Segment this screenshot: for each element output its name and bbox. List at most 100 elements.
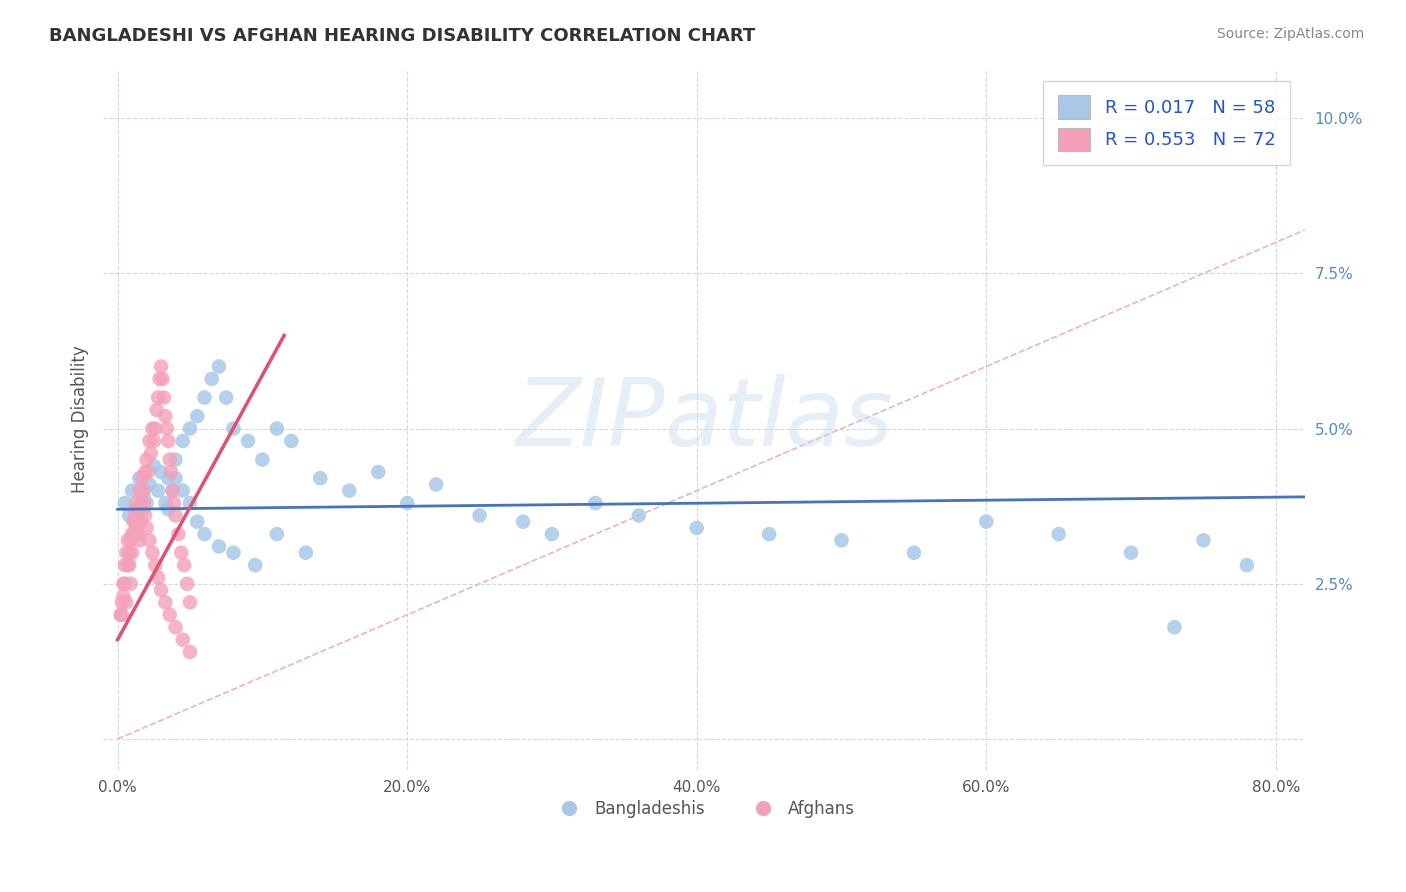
Point bbox=[627, 508, 650, 523]
Point bbox=[124, 515, 146, 529]
Point bbox=[128, 471, 150, 485]
Point bbox=[160, 465, 183, 479]
Point bbox=[159, 452, 181, 467]
Point bbox=[1192, 533, 1215, 548]
Point bbox=[157, 434, 180, 448]
Point bbox=[1236, 558, 1258, 573]
Point bbox=[143, 558, 166, 573]
Point bbox=[186, 409, 208, 424]
Point bbox=[193, 527, 215, 541]
Point bbox=[115, 595, 138, 609]
Point bbox=[114, 496, 136, 510]
Point bbox=[1163, 620, 1185, 634]
Point bbox=[150, 359, 173, 374]
Point bbox=[128, 533, 150, 548]
Point bbox=[222, 421, 245, 435]
Point bbox=[165, 508, 187, 523]
Point bbox=[136, 465, 159, 479]
Point bbox=[252, 452, 274, 467]
Point bbox=[1119, 546, 1142, 560]
Point bbox=[243, 558, 266, 573]
Point bbox=[121, 527, 143, 541]
Point bbox=[118, 546, 141, 560]
Point bbox=[903, 546, 925, 560]
Point bbox=[170, 546, 193, 560]
Point bbox=[156, 421, 179, 435]
Point bbox=[468, 508, 491, 523]
Point bbox=[172, 632, 194, 647]
Point bbox=[162, 483, 184, 498]
Point bbox=[132, 490, 155, 504]
Point bbox=[134, 508, 156, 523]
Point bbox=[111, 595, 134, 609]
Point bbox=[686, 521, 709, 535]
Text: ZIPatlas: ZIPatlas bbox=[515, 374, 893, 465]
Point bbox=[122, 515, 145, 529]
Point bbox=[179, 595, 201, 609]
Point bbox=[295, 546, 318, 560]
Point bbox=[129, 515, 152, 529]
Y-axis label: Hearing Disability: Hearing Disability bbox=[72, 345, 89, 493]
Point bbox=[135, 521, 157, 535]
Point bbox=[425, 477, 447, 491]
Point bbox=[155, 496, 177, 510]
Point bbox=[127, 508, 149, 523]
Point bbox=[337, 483, 360, 498]
Point bbox=[179, 421, 201, 435]
Point bbox=[149, 372, 172, 386]
Point bbox=[163, 496, 186, 510]
Point bbox=[167, 527, 190, 541]
Point bbox=[135, 496, 157, 510]
Point bbox=[132, 496, 155, 510]
Legend: Bangladeshis, Afghans: Bangladeshis, Afghans bbox=[546, 794, 862, 825]
Point bbox=[201, 372, 224, 386]
Point bbox=[138, 434, 160, 448]
Text: BANGLADESHI VS AFGHAN HEARING DISABILITY CORRELATION CHART: BANGLADESHI VS AFGHAN HEARING DISABILITY… bbox=[49, 27, 755, 45]
Point bbox=[152, 372, 174, 386]
Point bbox=[153, 391, 176, 405]
Point bbox=[193, 391, 215, 405]
Point bbox=[120, 533, 142, 548]
Point bbox=[186, 515, 208, 529]
Point bbox=[758, 527, 780, 541]
Point bbox=[157, 471, 180, 485]
Point bbox=[131, 471, 153, 485]
Point bbox=[129, 496, 152, 510]
Point bbox=[266, 527, 288, 541]
Point bbox=[145, 403, 167, 417]
Point bbox=[141, 421, 163, 435]
Point bbox=[132, 483, 155, 498]
Point bbox=[309, 471, 332, 485]
Point bbox=[208, 359, 231, 374]
Point bbox=[115, 546, 138, 560]
Point bbox=[121, 546, 143, 560]
Point bbox=[583, 496, 606, 510]
Point bbox=[266, 421, 288, 435]
Point bbox=[396, 496, 419, 510]
Point bbox=[125, 496, 148, 510]
Point bbox=[162, 483, 184, 498]
Point bbox=[131, 502, 153, 516]
Point bbox=[222, 546, 245, 560]
Point bbox=[114, 576, 136, 591]
Point bbox=[111, 607, 134, 622]
Point bbox=[122, 527, 145, 541]
Point bbox=[831, 533, 853, 548]
Point bbox=[127, 527, 149, 541]
Point bbox=[138, 533, 160, 548]
Point bbox=[124, 508, 146, 523]
Point bbox=[110, 607, 132, 622]
Point bbox=[135, 452, 157, 467]
Point bbox=[541, 527, 564, 541]
Point bbox=[236, 434, 259, 448]
Point bbox=[146, 483, 169, 498]
Point bbox=[155, 409, 177, 424]
Point bbox=[124, 502, 146, 516]
Point bbox=[1047, 527, 1070, 541]
Point bbox=[974, 515, 997, 529]
Point bbox=[138, 477, 160, 491]
Point bbox=[157, 502, 180, 516]
Point bbox=[114, 558, 136, 573]
Point bbox=[146, 570, 169, 584]
Point bbox=[121, 483, 143, 498]
